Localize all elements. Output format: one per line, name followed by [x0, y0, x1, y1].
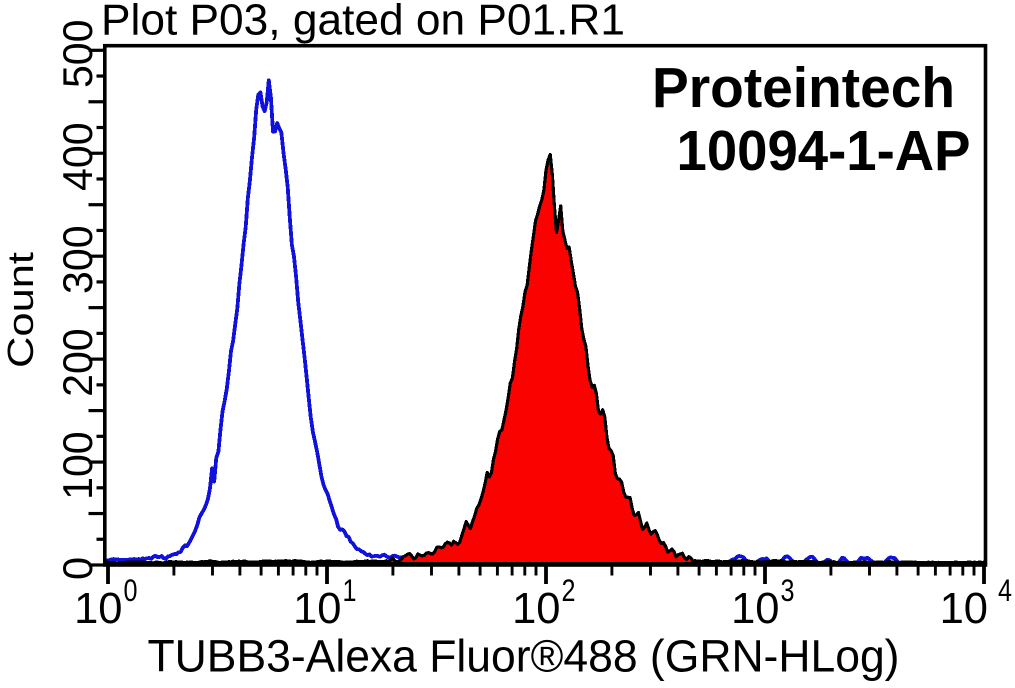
svg-text:500: 500	[54, 20, 101, 89]
svg-text:2: 2	[562, 572, 576, 608]
svg-text:0: 0	[124, 572, 138, 608]
svg-text:10: 10	[512, 585, 560, 633]
svg-text:100: 100	[54, 431, 101, 500]
svg-text:TUBB3-Alexa Fluor®488 (GRN-HLo: TUBB3-Alexa Fluor®488 (GRN-HLog)	[148, 631, 900, 682]
svg-text:10: 10	[293, 585, 341, 633]
svg-text:10: 10	[940, 585, 988, 633]
svg-text:300: 300	[54, 225, 101, 294]
svg-text:10: 10	[731, 585, 779, 633]
svg-text:200: 200	[54, 328, 101, 397]
svg-text:4: 4	[998, 572, 1012, 608]
svg-text:Proteintech: Proteintech	[652, 56, 955, 120]
svg-text:Plot P03, gated on P01.R1: Plot P03, gated on P01.R1	[101, 0, 625, 45]
svg-text:10: 10	[74, 585, 122, 633]
svg-text:400: 400	[54, 122, 101, 191]
svg-text:1: 1	[343, 572, 357, 608]
svg-text:0: 0	[54, 557, 101, 580]
svg-text:Count: Count	[0, 252, 41, 368]
svg-text:3: 3	[781, 572, 795, 608]
svg-text:10094-1-AP: 10094-1-AP	[677, 119, 971, 183]
